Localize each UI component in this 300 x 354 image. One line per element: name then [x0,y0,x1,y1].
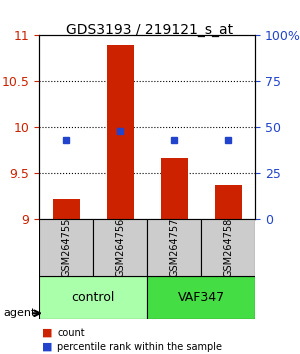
Text: GSM264755: GSM264755 [61,218,71,278]
Text: control: control [71,291,115,304]
Bar [214,185,242,219]
Bar [52,199,80,219]
Text: GSM264758: GSM264758 [223,218,233,278]
Text: GSM264757: GSM264757 [169,218,179,278]
FancyBboxPatch shape [147,276,255,319]
Text: ■: ■ [42,342,52,352]
Text: GDS3193 / 219121_s_at: GDS3193 / 219121_s_at [66,23,234,37]
Text: ■: ■ [42,328,52,338]
Text: count: count [57,328,85,338]
Bar [160,158,188,219]
Text: percentile rank within the sample: percentile rank within the sample [57,342,222,352]
FancyBboxPatch shape [39,219,93,276]
FancyBboxPatch shape [147,219,201,276]
Text: GSM264756: GSM264756 [115,218,125,278]
Text: VAF347: VAF347 [177,291,225,304]
FancyBboxPatch shape [93,219,147,276]
Text: agent: agent [3,308,35,318]
FancyBboxPatch shape [39,276,147,319]
Bar [106,45,134,219]
FancyBboxPatch shape [201,219,255,276]
